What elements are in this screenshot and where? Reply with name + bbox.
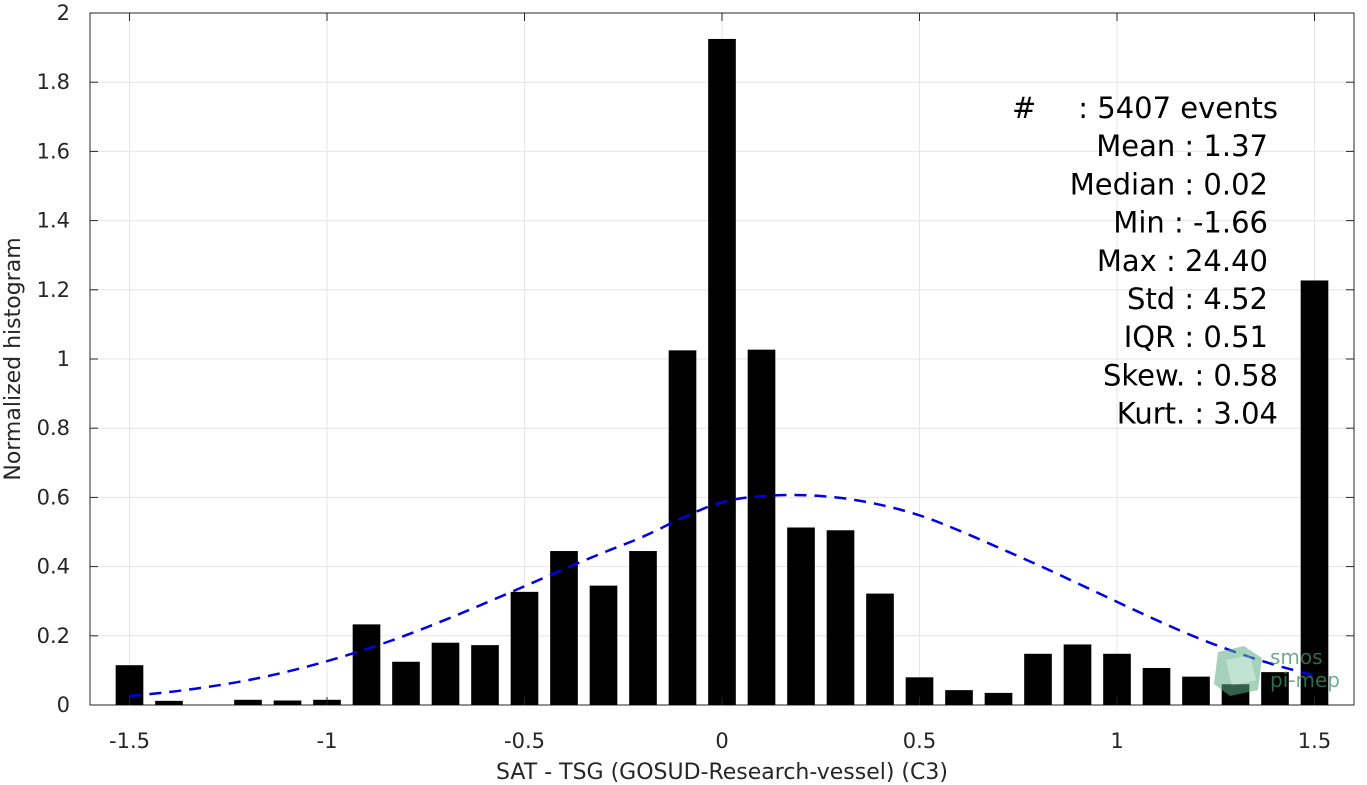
histogram-bar — [155, 700, 183, 705]
y-tick-label: 1.2 — [37, 278, 70, 302]
stat-label: # — [1012, 91, 1036, 125]
histogram-bar — [984, 692, 1013, 705]
histogram-bars — [115, 38, 1329, 705]
stat-line: # : 5407 events — [1012, 91, 1278, 125]
stat-line: Mean : 1.37 — [1096, 129, 1268, 163]
y-tick-label: 1.4 — [37, 209, 70, 233]
histogram-bar — [1063, 644, 1092, 705]
histogram-bar — [431, 642, 460, 705]
y-tick-label: 0.2 — [37, 624, 70, 648]
x-tick-label: 1.5 — [1298, 729, 1331, 753]
stat-text: Std : 4.52 — [1127, 282, 1268, 316]
histogram-bar — [1261, 672, 1289, 705]
y-tick-labels: 0 0.2 0.4 0.6 0.8 1 1.2 1.4 1.6 1.8 2 — [37, 1, 70, 717]
y-axis-label: Normalized histogram — [1, 237, 26, 480]
histogram-bar — [471, 645, 499, 705]
histogram-bar — [1103, 653, 1131, 705]
logo-text-pimep: pi-mep — [1270, 668, 1340, 692]
histogram-bar — [550, 551, 578, 705]
stat-line: IQR : 0.51 — [1124, 320, 1268, 354]
x-axis-label: SAT - TSG (GOSUD-Research-vessel) (C3) — [496, 760, 948, 785]
stat-line: Median : 0.02 — [1070, 167, 1268, 201]
statistics-box: # : 5407 events Mean : 1.37 Median : 0.02 Mi… — [1012, 91, 1278, 431]
histogram-bar — [589, 585, 618, 705]
y-tick-label: 1.6 — [37, 139, 70, 163]
x-tick-label: 1 — [1110, 729, 1123, 753]
x-tick-label: 0.5 — [903, 729, 936, 753]
histogram-bar — [747, 349, 776, 705]
x-tick-label: 0 — [715, 729, 728, 753]
histogram-bar — [510, 591, 539, 705]
histogram-bar — [1300, 280, 1329, 705]
stat-line: Std : 4.52 — [1127, 282, 1268, 316]
stat-line: Max : 24.40 — [1097, 244, 1268, 278]
stat-value: : 5407 events — [1078, 91, 1278, 125]
axes — [90, 12, 1354, 706]
histogram-bar — [787, 527, 815, 705]
histogram-bar — [1142, 667, 1171, 705]
stat-text: Mean : 1.37 — [1096, 129, 1268, 163]
stat-text: Min : -1.66 — [1113, 206, 1268, 240]
histogram-bar — [668, 350, 697, 705]
stat-text: Max : 24.40 — [1097, 244, 1268, 278]
y-tick-label: 0.8 — [37, 416, 70, 440]
histogram-bar — [1182, 676, 1210, 705]
x-tick-label: -0.5 — [504, 729, 545, 753]
stat-text: Skew. : 0.58 — [1103, 358, 1278, 392]
histogram-bar — [352, 624, 381, 705]
x-tick-label: -1 — [317, 729, 338, 753]
histogram-bar — [273, 700, 302, 705]
x-tick-labels: -1.5 -1 -0.5 0 0.5 1 1.5 — [109, 729, 1331, 753]
y-tick-label: 1.8 — [37, 70, 70, 94]
stat-line: Kurt. : 3.04 — [1117, 397, 1278, 431]
stat-line: Skew. : 0.58 — [1103, 358, 1278, 392]
y-tick-label: 0 — [57, 693, 70, 717]
stat-text: Median : 0.02 — [1070, 167, 1268, 201]
logo-icon — [1214, 646, 1262, 696]
normal-fit-curve — [129, 493, 1315, 698]
stat-text: Kurt. : 3.04 — [1117, 397, 1278, 431]
x-tick-label: -1.5 — [109, 729, 150, 753]
y-tick-label: 1 — [57, 347, 70, 371]
y-tick-label: 0.6 — [37, 485, 70, 509]
histogram-bar — [629, 551, 657, 705]
histogram-bar — [392, 661, 420, 705]
histogram-bar — [945, 690, 973, 705]
y-tick-label: 0.4 — [37, 555, 70, 579]
smos-pimep-logo: smos pi-mep — [1214, 645, 1340, 696]
histogram-bar — [708, 38, 736, 705]
stat-line: Min : -1.66 — [1113, 206, 1268, 240]
histogram-bar — [1024, 653, 1052, 705]
histogram-bar — [866, 593, 894, 705]
histogram-bar — [234, 699, 262, 705]
histogram-bar — [826, 530, 855, 705]
y-tick-label: 2 — [57, 1, 70, 25]
logo-text-smos: smos — [1270, 645, 1323, 669]
stat-text: IQR : 0.51 — [1124, 320, 1268, 354]
